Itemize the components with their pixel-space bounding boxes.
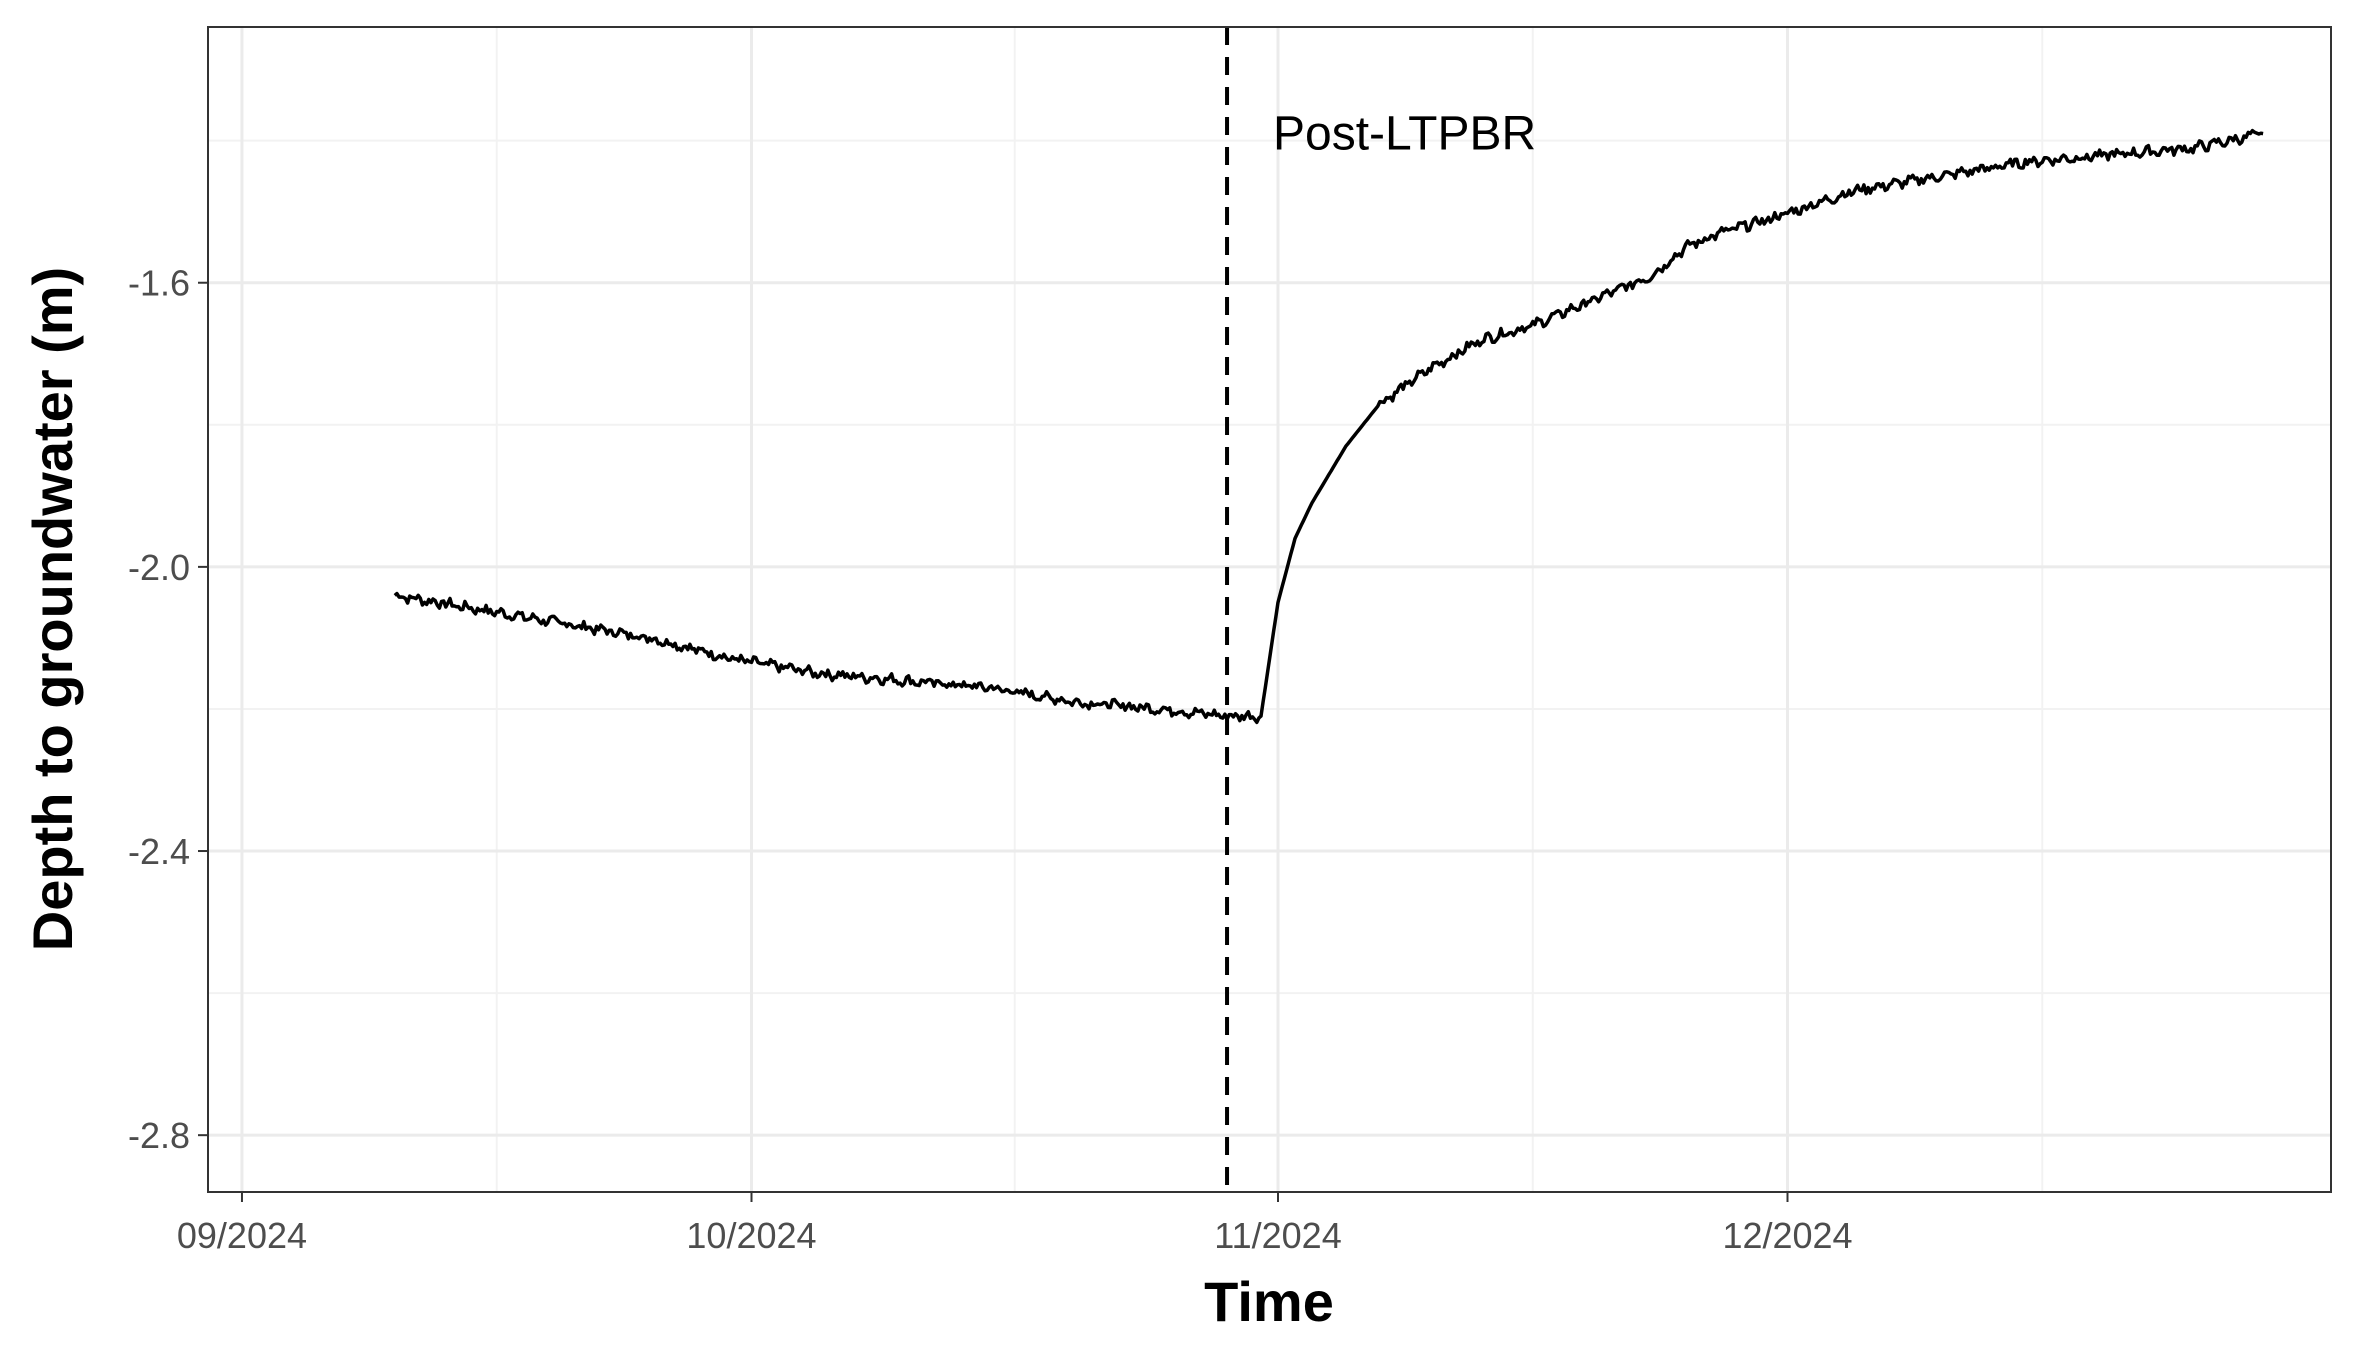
series-line — [393, 128, 2264, 725]
annotation-label: Post-LTPBR — [1273, 108, 1536, 161]
grid-minor — [208, 27, 2331, 1192]
plot-panel-border — [207, 26, 2332, 1193]
y-tick-label: -2.8 — [128, 1115, 190, 1156]
annotations: Post-LTPBR — [1273, 108, 1536, 161]
y-tick-label: -1.6 — [128, 263, 190, 304]
x-tick-label: 10/2024 — [686, 1215, 816, 1256]
x-tick-label: 11/2024 — [1214, 1215, 1341, 1256]
x-tick-label: 12/2024 — [1722, 1215, 1852, 1256]
y-tick-label: -2.4 — [128, 831, 190, 872]
y-tick-label: -2.0 — [128, 547, 190, 588]
x-tick-label: 09/2024 — [177, 1215, 307, 1256]
x-axis-title: Time — [1204, 1270, 1334, 1333]
x-axis-ticks: 09/2024 10/2024 11/2024 12/2024 — [177, 1192, 1853, 1256]
y-axis-ticks: -1.6 -2.0 -2.4 -2.8 — [128, 263, 208, 1156]
grid-major — [208, 27, 2331, 1192]
series-layer — [393, 128, 2264, 725]
y-axis-title: Depth to groundwater (m) — [21, 267, 84, 951]
